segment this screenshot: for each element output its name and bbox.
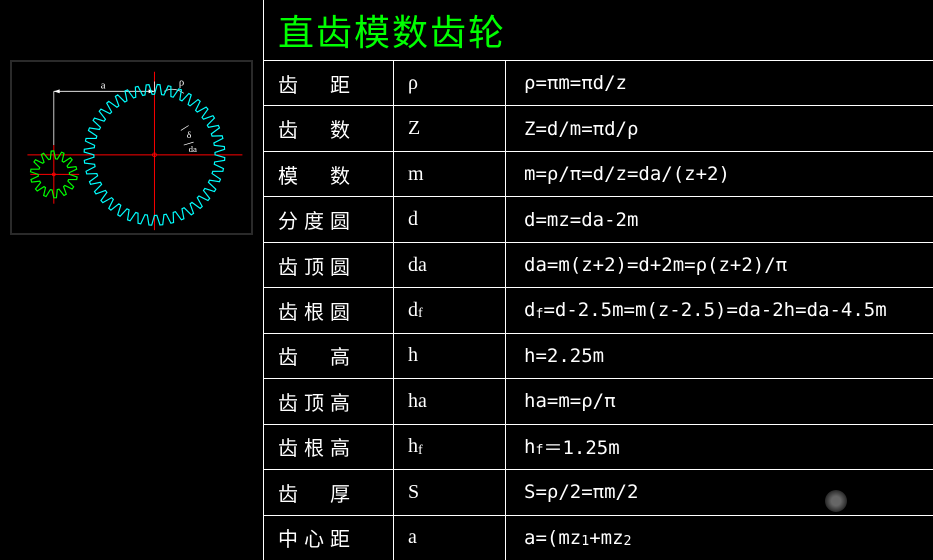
param-name: 齿 厚: [264, 470, 394, 514]
table-row: 齿 数ZZ=d/m=πd/ρ: [264, 106, 933, 151]
table-row: 模 数mm=ρ/π=d/z=da/(z+2): [264, 152, 933, 197]
table-panel: 直齿模数齿轮 齿 距ρρ=πm=πd/z齿 数ZZ=d/m=πd/ρ模 数mm=…: [263, 0, 933, 560]
table-row: 齿 距ρρ=πm=πd/z: [264, 61, 933, 106]
svg-text:da: da: [189, 144, 197, 154]
table-row: 中心距aa=(mz1+mz2: [264, 516, 933, 560]
param-name: 齿顶高: [264, 379, 394, 423]
param-formula: hf＝1.25m: [506, 425, 933, 469]
table-row: 齿根高hfhf＝1.25m: [264, 425, 933, 470]
gear-diagram: a ρ δ da: [10, 60, 253, 235]
param-formula: ha=m=ρ/π: [506, 379, 933, 423]
table-row: 齿 高hh=2.25m: [264, 334, 933, 379]
gear-formula-table: 齿 距ρρ=πm=πd/z齿 数ZZ=d/m=πd/ρ模 数mm=ρ/π=d/z…: [264, 61, 933, 560]
param-symbol: hf: [394, 425, 506, 469]
param-formula: h=2.25m: [506, 334, 933, 378]
param-name: 齿 数: [264, 106, 394, 150]
param-name: 齿 高: [264, 334, 394, 378]
param-symbol: d: [394, 197, 506, 241]
param-symbol: Z: [394, 106, 506, 150]
param-formula: a=(mz1+mz2: [506, 516, 933, 560]
param-symbol: df: [394, 288, 506, 332]
param-symbol: ρ: [394, 61, 506, 105]
table-row: 分度圆dd=mz=da-2m: [264, 197, 933, 242]
param-symbol: h: [394, 334, 506, 378]
param-formula: ρ=πm=πd/z: [506, 61, 933, 105]
svg-text:a: a: [101, 79, 106, 91]
param-formula: Z=d/m=πd/ρ: [506, 106, 933, 150]
param-name: 模 数: [264, 152, 394, 196]
param-symbol: da: [394, 243, 506, 287]
param-symbol: m: [394, 152, 506, 196]
table-row: 齿顶圆dada=m(z+2)=d+2m=ρ(z+2)/π: [264, 243, 933, 288]
table-row: 齿根圆dfdf=d-2.5m=m(z-2.5)=da-2h=da-4.5m: [264, 288, 933, 333]
param-formula: df=d-2.5m=m(z-2.5)=da-2h=da-4.5m: [506, 288, 933, 332]
svg-text:ρ: ρ: [179, 76, 184, 88]
param-formula: S=ρ/2=πm/2: [506, 470, 933, 514]
param-symbol: ha: [394, 379, 506, 423]
gear-svg: a ρ δ da: [12, 62, 251, 233]
param-name: 齿 距: [264, 61, 394, 105]
param-formula: d=mz=da-2m: [506, 197, 933, 241]
svg-text:δ: δ: [187, 130, 192, 141]
param-formula: da=m(z+2)=d+2m=ρ(z+2)/π: [506, 243, 933, 287]
param-symbol: S: [394, 470, 506, 514]
param-name: 齿根圆: [264, 288, 394, 332]
param-formula: m=ρ/π=d/z=da/(z+2): [506, 152, 933, 196]
diagram-panel: a ρ δ da: [0, 0, 263, 560]
table-title: 直齿模数齿轮: [264, 0, 933, 61]
table-row: 齿顶高haha=m=ρ/π: [264, 379, 933, 424]
param-name: 齿根高: [264, 425, 394, 469]
param-symbol: a: [394, 516, 506, 560]
param-name: 中心距: [264, 516, 394, 560]
watermark-icon: [825, 490, 847, 512]
param-name: 齿顶圆: [264, 243, 394, 287]
param-name: 分度圆: [264, 197, 394, 241]
